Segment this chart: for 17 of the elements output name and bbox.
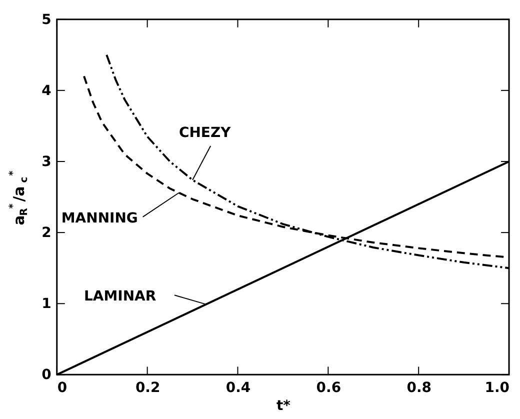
y-axis-title: aR*/ac*: [8, 170, 30, 226]
x-tick-label: 0.2: [135, 380, 160, 396]
x-tick-label: 1.0: [484, 380, 510, 396]
text: MANNING: [61, 210, 138, 226]
series-label: CHEZY: [178, 125, 232, 142]
y-tick-label: 5: [42, 12, 52, 28]
x-tick-label: 0: [57, 380, 68, 396]
x-tick-label: 0.6: [316, 380, 342, 396]
x-tick-label: 0.4: [226, 380, 251, 396]
y-tick-label: 4: [42, 82, 52, 99]
y-tick-label: 2: [42, 225, 52, 242]
y-tick-label: 1: [42, 296, 52, 312]
legend-label: LAMINAR: [84, 288, 156, 305]
x-tick-label: 0.8: [406, 380, 432, 396]
y-tick-label: 3: [42, 154, 52, 170]
x-axis-title: t*: [276, 398, 292, 414]
y-tick-label: 0: [42, 367, 52, 384]
